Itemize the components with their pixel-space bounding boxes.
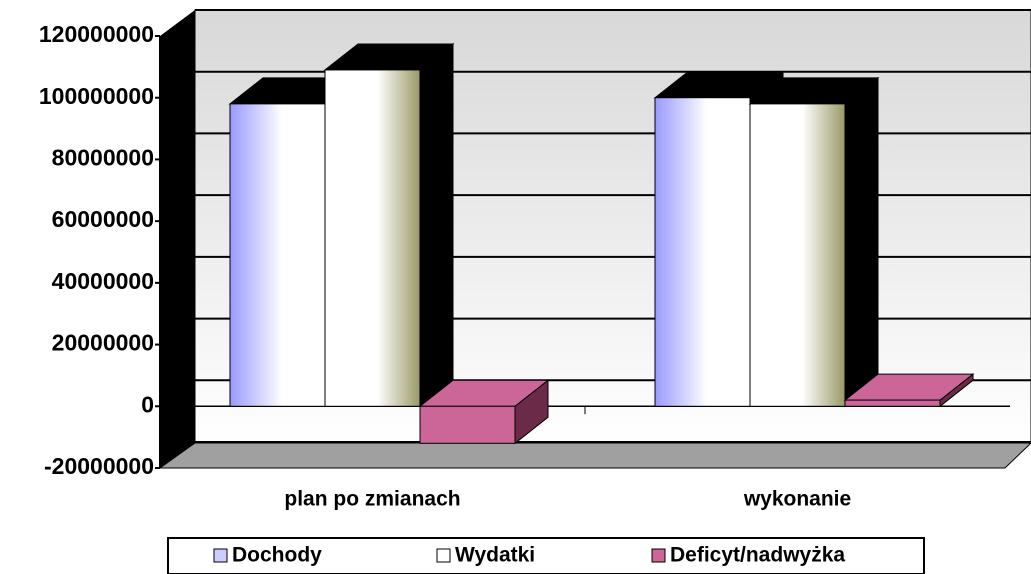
legend-swatch bbox=[213, 548, 228, 563]
x-tick-label: wykonanie bbox=[743, 488, 851, 511]
floor bbox=[158, 442, 1031, 469]
bar bbox=[324, 69, 421, 407]
side-wall bbox=[160, 10, 195, 468]
legend-box bbox=[167, 537, 925, 574]
y-tick-label: 20000000 bbox=[52, 330, 154, 356]
y-tick-label: -20000000 bbox=[44, 453, 154, 479]
y-tick-label: 100000000 bbox=[39, 83, 154, 109]
legend-label: Dochody bbox=[232, 544, 322, 567]
bar bbox=[844, 399, 941, 407]
y-tick-label: 60000000 bbox=[52, 206, 154, 232]
bar bbox=[749, 103, 846, 407]
bar bbox=[654, 97, 751, 407]
bar-side bbox=[844, 76, 879, 408]
legend-swatch bbox=[651, 548, 666, 563]
legend-label: Deficyt/nadwyżka bbox=[670, 544, 845, 567]
bar bbox=[419, 405, 516, 444]
legend-label: Wydatki bbox=[455, 544, 535, 567]
bar-side bbox=[419, 42, 454, 408]
x-tick-label: plan po zmianach bbox=[284, 488, 460, 511]
y-tick-label: 120000000 bbox=[39, 21, 154, 47]
y-tick-label: 80000000 bbox=[52, 145, 154, 171]
legend-swatch bbox=[436, 548, 451, 563]
bar bbox=[229, 103, 326, 407]
y-tick-label: 0 bbox=[141, 391, 154, 417]
y-tick-label: 40000000 bbox=[52, 268, 154, 294]
